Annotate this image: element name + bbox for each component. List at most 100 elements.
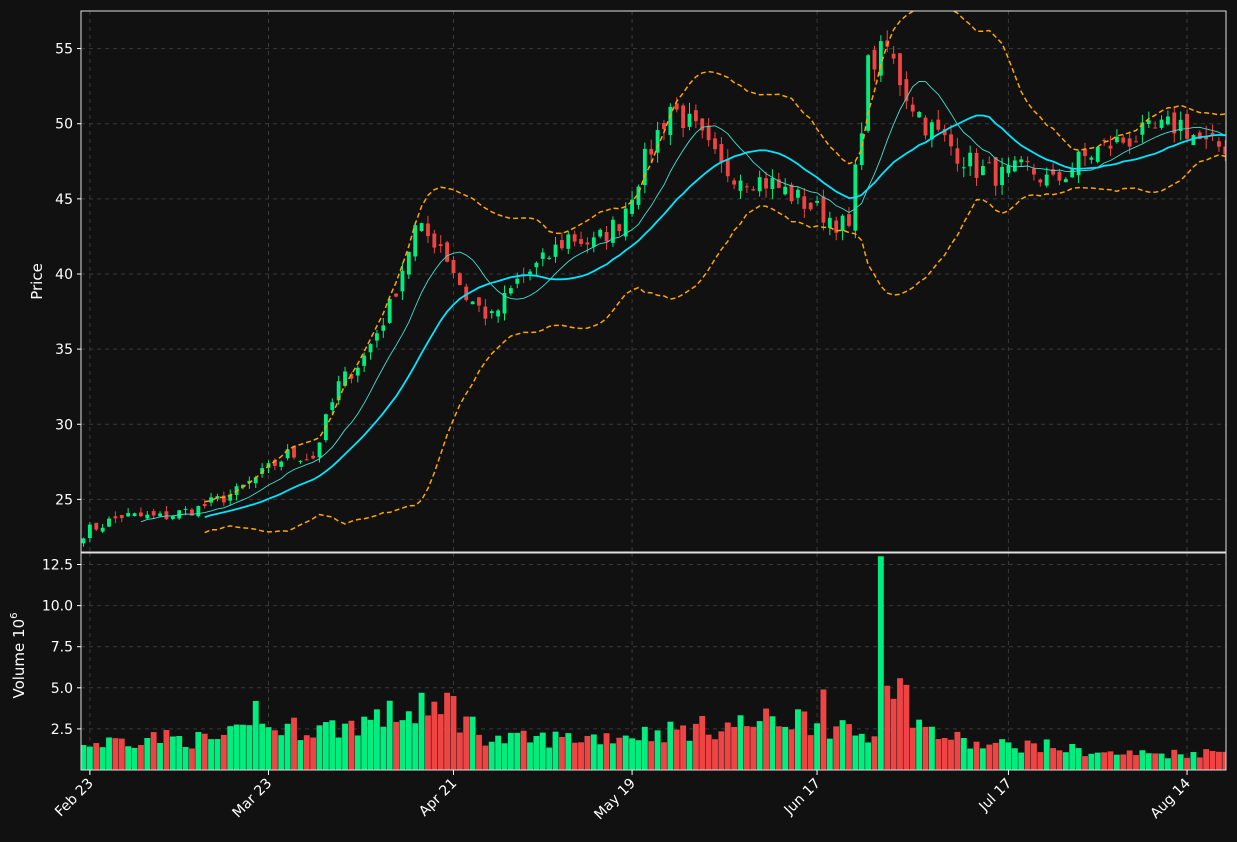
candle-body [457, 273, 462, 285]
candle-body [451, 259, 456, 274]
candle-body [949, 134, 953, 147]
candle-body [929, 122, 934, 140]
x-tick-label: Apr 21 [416, 776, 460, 820]
volume-bar [514, 732, 521, 770]
candle-body [904, 79, 909, 102]
volume-bar [520, 730, 527, 770]
volume-bar [1062, 752, 1069, 770]
volume-bar [1088, 753, 1095, 770]
volume-bar [169, 736, 176, 770]
candle-body [649, 148, 654, 155]
candle-body [566, 234, 571, 249]
volume-bar [405, 711, 412, 770]
volume-bar [546, 747, 553, 770]
candle-body [630, 199, 634, 214]
candle-body [802, 196, 807, 209]
candle-body [426, 223, 430, 237]
candle-body [1076, 151, 1081, 176]
candle-body [866, 55, 871, 131]
volume-bar [259, 723, 266, 770]
volume-bar [1005, 742, 1012, 770]
candle-body [145, 514, 150, 519]
volume-bar [386, 700, 393, 770]
volume-bar [922, 726, 929, 770]
candle-body [534, 262, 539, 268]
volume-bar [437, 714, 444, 770]
volume-bar [712, 739, 718, 770]
candle-body [1083, 149, 1087, 157]
volume-bar [284, 723, 291, 770]
candle-body [1121, 137, 1126, 143]
volume-bar [418, 692, 425, 770]
volume-bar [539, 732, 546, 770]
candle-body [706, 125, 711, 141]
candle-body [1140, 122, 1145, 135]
volume-bar [590, 734, 597, 770]
candle-body [1146, 120, 1151, 124]
volume-bar [316, 725, 323, 770]
volume-bar [648, 741, 655, 770]
volume-bar [208, 739, 215, 770]
candle-body [700, 118, 705, 131]
candle-body [623, 208, 628, 237]
volume-bar [935, 739, 942, 770]
volume-bar [195, 732, 202, 770]
x-tick-label: May 19 [591, 776, 639, 824]
candle-body [272, 460, 277, 466]
candle-body [961, 167, 966, 169]
volume-bar [1177, 754, 1184, 770]
volume-bar [641, 726, 648, 770]
volume-bar [661, 742, 667, 770]
volume-tick-label: 5.0 [51, 681, 73, 697]
volume-bar [558, 736, 565, 770]
volume-bar [220, 734, 227, 770]
volume-bar [176, 736, 183, 770]
candle-body [330, 402, 335, 411]
candle-body [1012, 160, 1017, 172]
price-tick-label: 55 [55, 42, 73, 58]
candle-body [732, 180, 737, 185]
candle-body [1038, 179, 1043, 183]
candle-body [253, 477, 258, 484]
candle-body [375, 333, 379, 341]
volume-bar [979, 748, 986, 770]
candle-body [827, 217, 832, 228]
candle-body [1000, 166, 1004, 186]
indicator-lines [140, 11, 1226, 534]
volume-bar [635, 740, 642, 770]
volume-bar [603, 733, 610, 770]
candle-body [796, 189, 800, 198]
candle-body [738, 180, 743, 191]
volume-bar [1043, 739, 1050, 770]
candle-body [292, 446, 296, 458]
candle-body [859, 133, 864, 165]
candle-body [177, 510, 182, 519]
volume-bar [571, 742, 578, 770]
volume-bar [303, 735, 310, 770]
candle-body [783, 186, 788, 195]
candle-body [164, 511, 169, 520]
volume-bar [533, 736, 540, 770]
volume-bar [884, 685, 891, 770]
volume-bar [150, 732, 157, 770]
volume-bar [399, 720, 406, 770]
volume-bar [654, 730, 661, 770]
volume-bar [820, 689, 827, 770]
volume-bar [903, 684, 910, 770]
volume-bar [431, 701, 438, 770]
x-tick-label: Feb 23 [52, 776, 97, 821]
candle-body [464, 286, 469, 300]
candle-body [1063, 179, 1068, 183]
volume-bar [1215, 751, 1222, 770]
candle-body [942, 129, 947, 136]
volume-bar [342, 723, 348, 770]
volume-bar [348, 720, 355, 770]
volume-bar [252, 700, 259, 770]
volume-bar [1024, 740, 1031, 770]
volume-bar [782, 726, 789, 770]
candle-body [878, 41, 883, 76]
candle-body [381, 325, 386, 331]
candle-body [438, 244, 443, 247]
volume-tick-label: 12.5 [42, 558, 73, 574]
volume-bar [1018, 752, 1025, 770]
